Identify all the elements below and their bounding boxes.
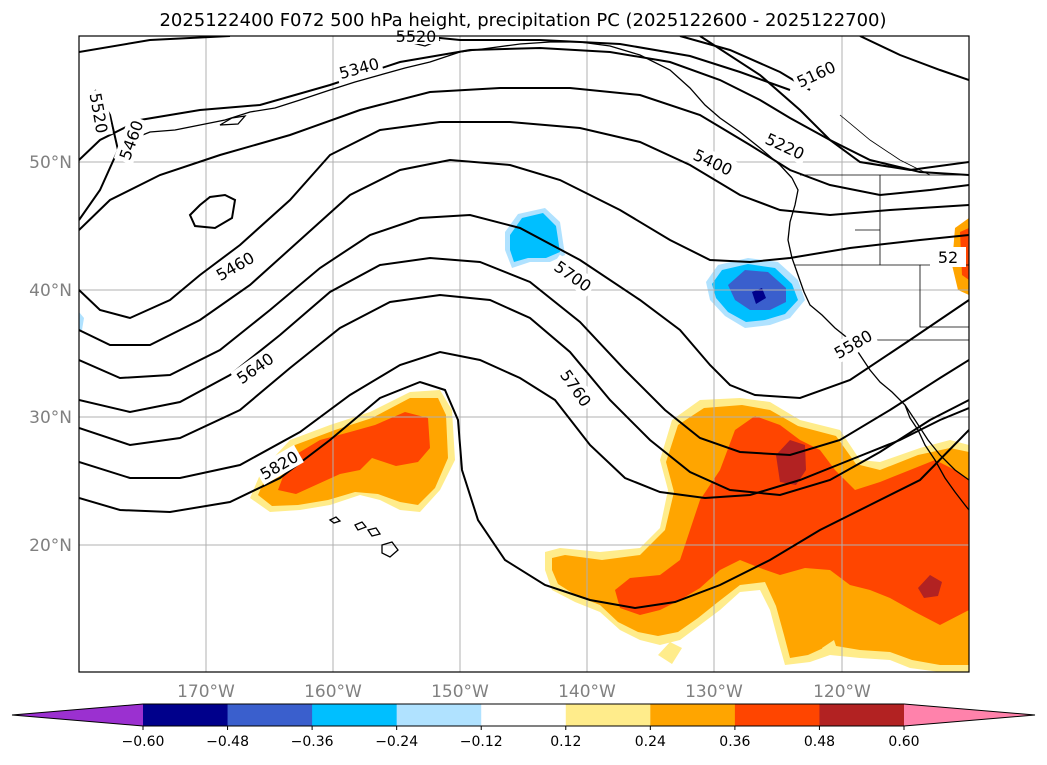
colorbar-tick-label: −0.60 (122, 734, 165, 750)
lon-tick-label: 140°W (558, 682, 616, 702)
label-bg (85, 88, 113, 138)
hawaii-island (354, 521, 368, 531)
label-bg (687, 143, 739, 181)
label-bg (548, 254, 598, 298)
precip-area (510, 213, 560, 262)
colorbar-tick-label: 0.36 (719, 734, 750, 750)
contour-line (79, 36, 231, 53)
precip-area (776, 440, 806, 485)
label-bg (230, 346, 280, 390)
label-bg (930, 247, 966, 267)
contour-line (419, 36, 791, 91)
lon-tick-labels: 170°W 160°W 150°W 140°W 130°W 120°W (177, 682, 871, 702)
precip-area (615, 416, 969, 625)
colorbar-tick-label: −0.24 (375, 734, 418, 750)
colorbar-tick-label: 0.48 (804, 734, 835, 750)
label-bg (828, 323, 878, 365)
map-panel: 5160 5220 5340 5400 5460 5460 5520 5520 … (78, 27, 970, 673)
colorbar-segment (734, 704, 820, 726)
label-bg (790, 55, 842, 93)
label-bg (554, 363, 598, 413)
closed-contour (188, 193, 237, 230)
map-frame (78, 35, 970, 673)
height-contours (79, 36, 969, 610)
colorbar-segment (565, 704, 651, 726)
contour-5760 (79, 350, 969, 500)
lon-tick-label: 150°W (431, 682, 489, 702)
colorbar-segment (650, 704, 736, 726)
contour-5400 (79, 87, 969, 231)
precip-negative-shading (79, 208, 805, 330)
precip-area (278, 412, 430, 494)
label-bg (210, 245, 260, 287)
grid-lines (79, 36, 969, 672)
colorbar-segment (227, 704, 313, 726)
contour-line (859, 36, 969, 81)
label-bg (334, 52, 384, 84)
hawaii-island (381, 541, 399, 558)
contour-5820 (79, 380, 969, 610)
colorbar-segment (396, 704, 482, 726)
lon-tick-label: 120°W (813, 682, 871, 702)
label-bg (113, 114, 149, 166)
lat-tick-label: 40°N (29, 281, 72, 301)
lat-tick-label: 50°N (29, 153, 72, 173)
island-coastline (219, 115, 247, 126)
colorbar-tick-label: 0.24 (635, 734, 666, 750)
precip-area (822, 640, 838, 656)
colorbar-segment (143, 704, 229, 726)
colorbar: −0.60 −0.48 −0.36 −0.24 −0.12 0.12 0.24 0.36 0.4… (11, 703, 1036, 750)
colorbar-segment (312, 704, 398, 726)
contour-label: 52 (938, 248, 958, 267)
contour-5700 (79, 293, 969, 497)
hawaii-island (366, 527, 382, 537)
baja-coastline (904, 404, 969, 511)
colorbar-tick-label: −0.48 (206, 734, 249, 750)
hawaii-island (328, 516, 342, 524)
label-bg (759, 127, 811, 165)
lat-tick-labels: 50°N 40°N 30°N 20°N (29, 153, 72, 556)
colorbar-segment (819, 704, 905, 726)
contour-5460 (79, 121, 969, 320)
lon-tick-label: 170°W (177, 682, 235, 702)
lat-tick-label: 30°N (29, 408, 72, 428)
colorbar-extend-max (904, 704, 1035, 726)
contour-5520 (79, 158, 969, 346)
colorbar-tick-label: 0.60 (888, 734, 919, 750)
colorbar-tick-label: −0.36 (291, 734, 334, 750)
contour-5580 (79, 213, 969, 400)
precip-positive-shading (250, 218, 969, 672)
lat-tick-label: 20°N (29, 536, 72, 556)
contour-5340 (79, 46, 969, 176)
contour-5220 (699, 36, 969, 172)
label-bg (254, 444, 304, 486)
colorbar-extend-min (12, 704, 143, 726)
precip-area (752, 288, 766, 304)
precip-area (79, 312, 84, 330)
lon-tick-label: 160°W (304, 682, 362, 702)
lon-tick-label: 130°W (685, 682, 743, 702)
precip-area (918, 575, 942, 598)
precip-area (658, 642, 682, 664)
figure-title: 2025122400 F072 500 hPa height, precipit… (159, 10, 886, 31)
colorbar-tick-label: 0.12 (550, 734, 581, 750)
colorbar-segment (481, 704, 567, 726)
colorbar-tick-label: −0.12 (460, 734, 503, 750)
